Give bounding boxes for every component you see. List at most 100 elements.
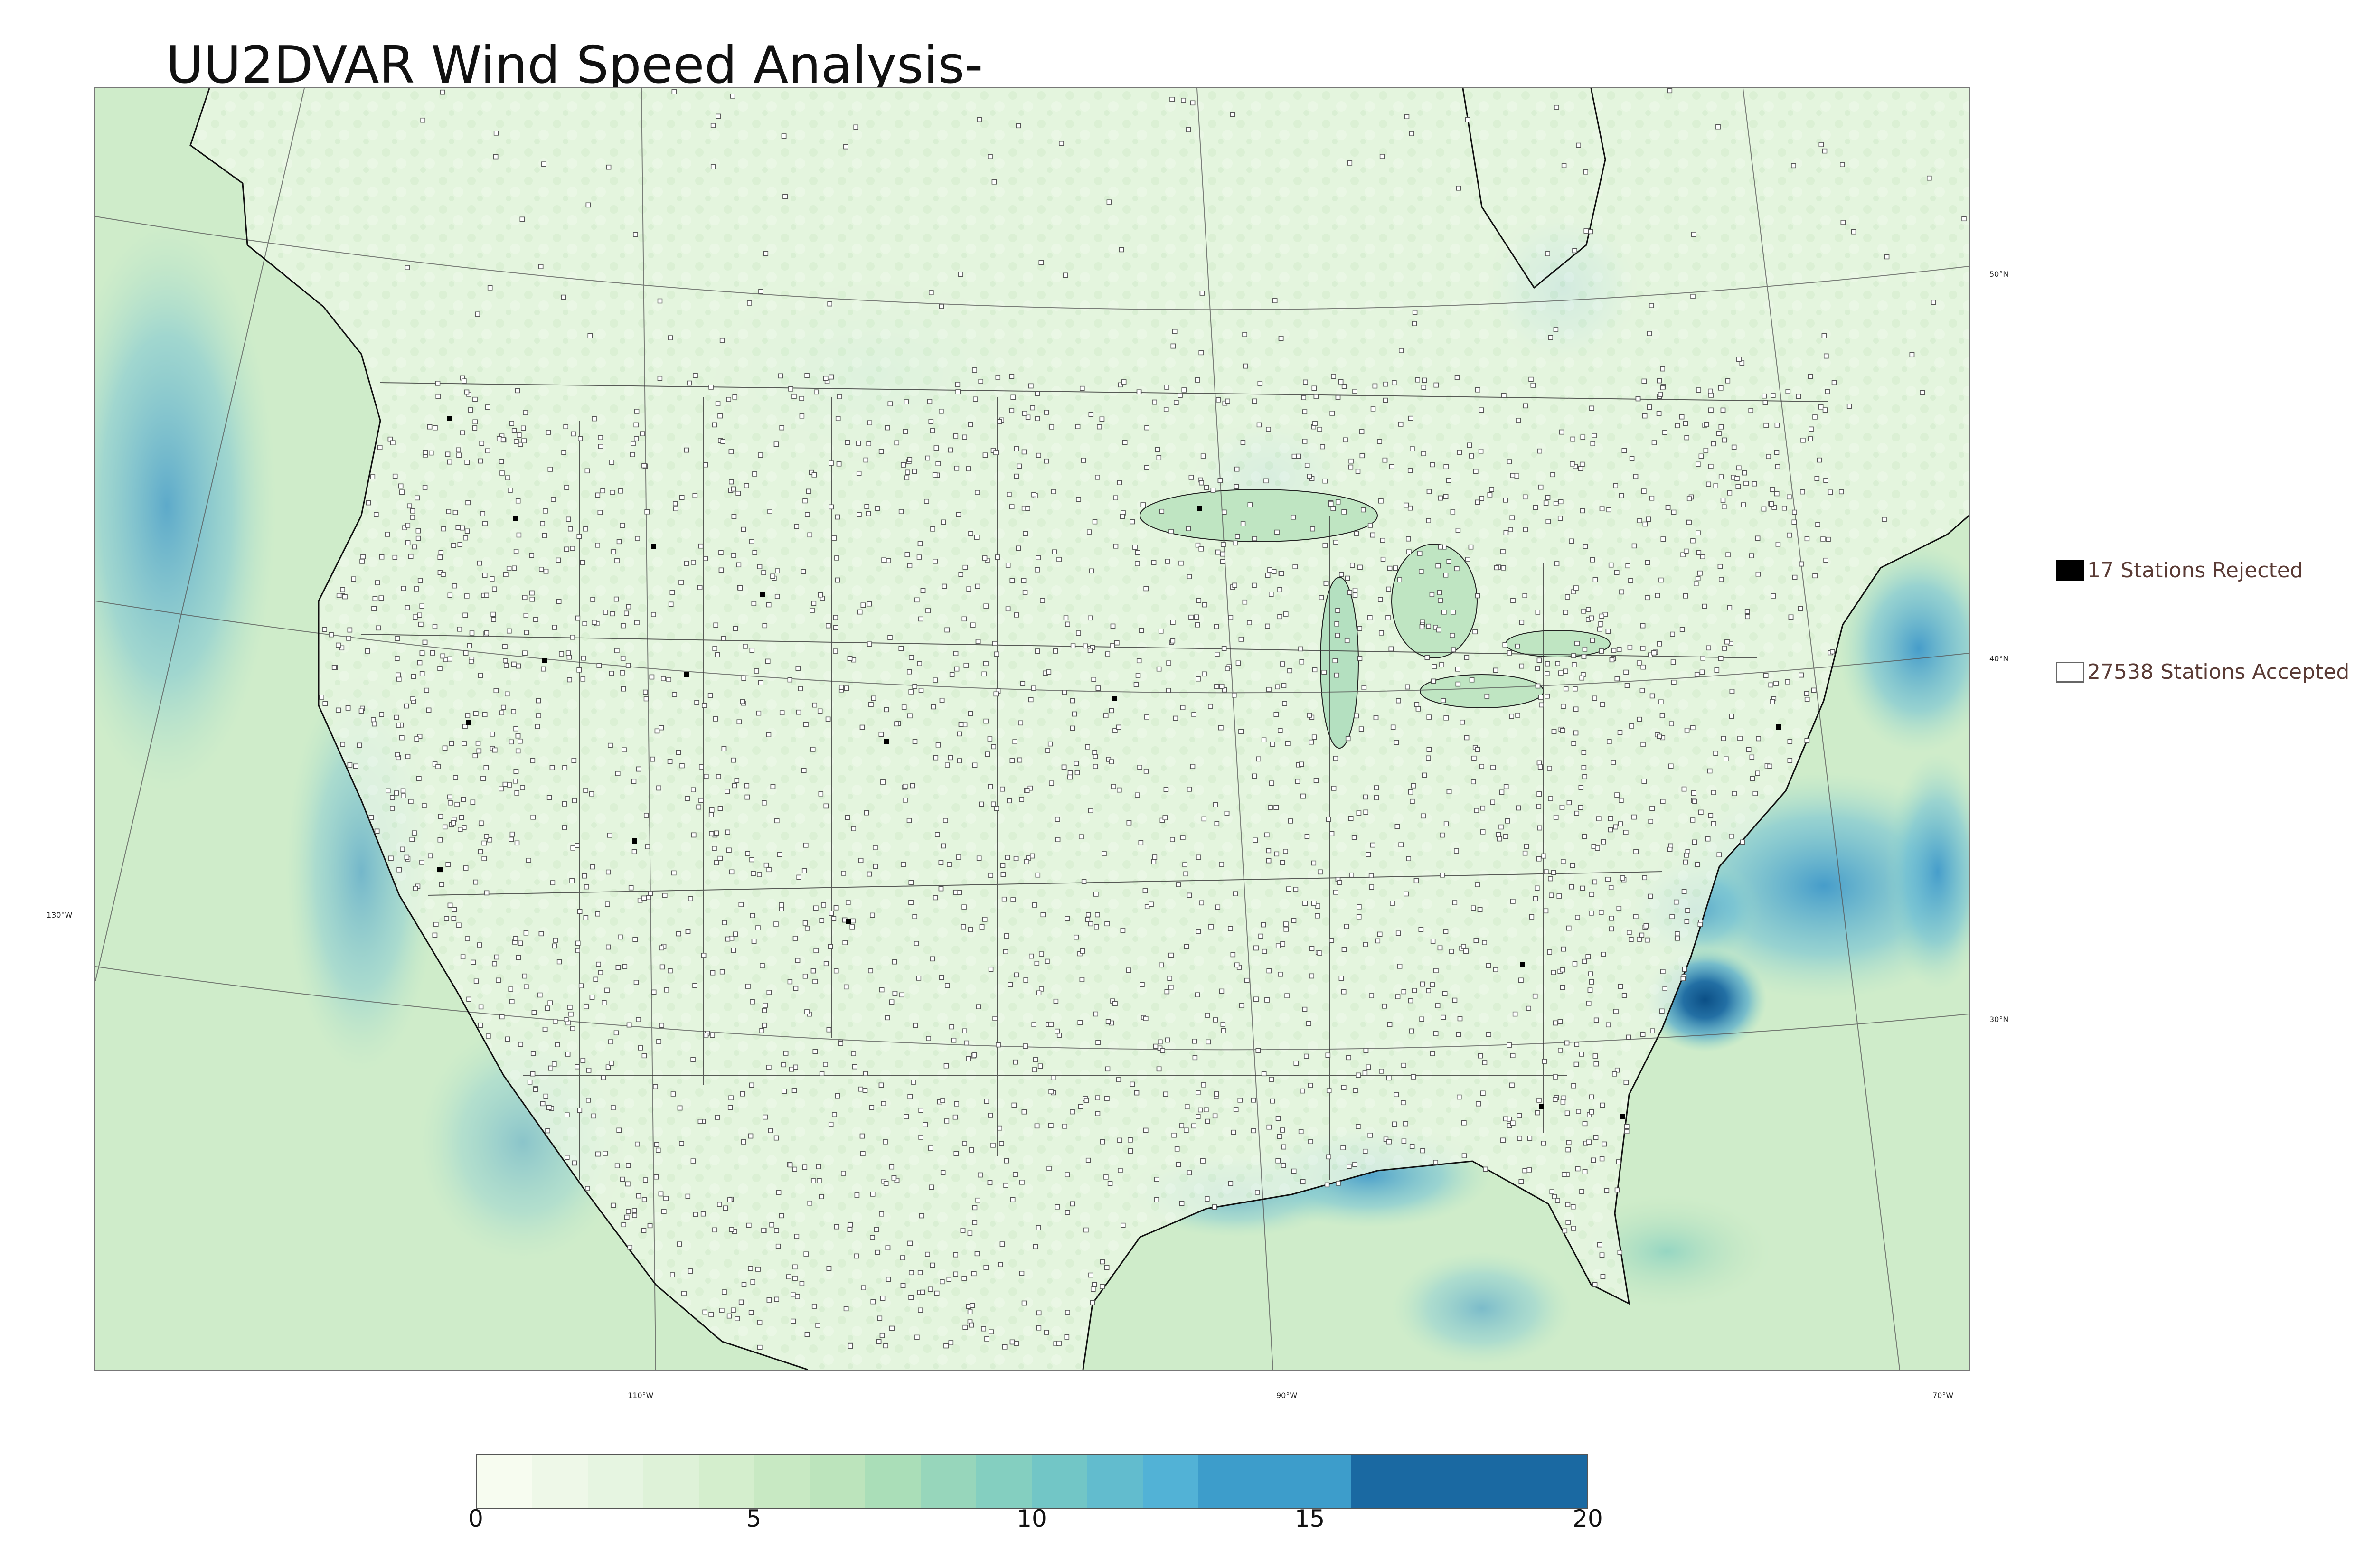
station-accepted-marker bbox=[1275, 943, 1281, 948]
station-accepted-marker bbox=[1532, 993, 1538, 999]
station-accepted-marker bbox=[710, 970, 716, 976]
station-accepted-marker bbox=[858, 1086, 863, 1092]
station-accepted-marker bbox=[1121, 1222, 1126, 1228]
station-accepted-marker bbox=[1698, 809, 1704, 815]
station-accepted-marker bbox=[1265, 573, 1271, 578]
station-accepted-marker bbox=[459, 815, 464, 820]
station-accepted-marker bbox=[1205, 1013, 1210, 1018]
station-accepted-marker bbox=[1201, 816, 1207, 822]
station-accepted-marker bbox=[1003, 1183, 1008, 1188]
station-accepted-marker bbox=[773, 441, 779, 447]
station-accepted-marker bbox=[1734, 476, 1740, 481]
station-accepted-marker bbox=[1215, 549, 1221, 555]
station-accepted-marker bbox=[1581, 750, 1587, 755]
station-accepted-marker bbox=[1536, 856, 1542, 862]
station-accepted-marker bbox=[1051, 1075, 1056, 1080]
station-accepted-marker bbox=[1739, 360, 1745, 366]
station-accepted-marker bbox=[844, 685, 849, 691]
station-accepted-marker bbox=[774, 818, 780, 824]
station-accepted-marker bbox=[1173, 715, 1178, 721]
station-accepted-marker bbox=[1165, 1037, 1170, 1043]
station-accepted-marker bbox=[804, 373, 810, 378]
station-accepted-marker bbox=[1558, 1048, 1563, 1053]
station-accepted-marker bbox=[1602, 1141, 1607, 1147]
station-accepted-marker bbox=[773, 921, 779, 927]
station-accepted-marker bbox=[727, 1105, 733, 1110]
station-accepted-marker bbox=[1261, 922, 1266, 928]
station-accepted-marker bbox=[1283, 611, 1289, 617]
station-accepted-marker bbox=[1103, 713, 1109, 718]
station-accepted-marker bbox=[1750, 776, 1755, 781]
station-accepted-marker bbox=[452, 907, 457, 912]
station-accepted-marker bbox=[792, 1276, 798, 1281]
station-accepted-marker bbox=[1557, 1019, 1563, 1024]
station-accepted-marker bbox=[1490, 799, 1495, 805]
station-accepted-marker bbox=[1800, 438, 1806, 443]
station-accepted-marker bbox=[1419, 1016, 1424, 1022]
station-accepted-marker bbox=[988, 967, 994, 972]
station-accepted-marker bbox=[908, 900, 914, 905]
station-accepted-marker bbox=[1085, 917, 1091, 922]
station-accepted-marker bbox=[1637, 937, 1642, 942]
station-accepted-marker bbox=[606, 164, 612, 170]
station-accepted-marker bbox=[1222, 509, 1227, 515]
station-accepted-marker bbox=[1576, 142, 1581, 148]
station-accepted-marker bbox=[1684, 548, 1689, 554]
station-accepted-marker bbox=[889, 1164, 895, 1170]
station-accepted-marker bbox=[477, 560, 482, 566]
station-accepted-marker bbox=[1722, 504, 1727, 509]
station-accepted-marker bbox=[1413, 878, 1419, 883]
station-accepted-marker bbox=[940, 1170, 946, 1175]
station-accepted-marker bbox=[1134, 1090, 1140, 1096]
station-accepted-marker bbox=[613, 1030, 619, 1035]
station-accepted-marker bbox=[1144, 465, 1149, 470]
station-accepted-marker bbox=[1503, 498, 1508, 503]
station-accepted-marker bbox=[1443, 929, 1449, 934]
station-accepted-marker bbox=[513, 549, 519, 554]
station-accepted-marker bbox=[583, 526, 588, 532]
station-accepted-marker bbox=[609, 671, 614, 676]
station-accepted-marker bbox=[1378, 597, 1383, 602]
station-accepted-marker bbox=[1095, 1095, 1100, 1100]
station-accepted-marker bbox=[1422, 377, 1427, 383]
station-accepted-marker bbox=[1721, 736, 1726, 741]
station-accepted-marker bbox=[1557, 516, 1563, 521]
station-accepted-marker bbox=[967, 1309, 973, 1314]
station-accepted-marker bbox=[692, 983, 697, 988]
station-accepted-marker bbox=[953, 1271, 958, 1277]
station-accepted-marker bbox=[736, 719, 742, 724]
station-accepted-marker bbox=[813, 948, 819, 953]
station-accepted-marker bbox=[1486, 1032, 1491, 1037]
station-accepted-marker bbox=[565, 1112, 570, 1117]
station-accepted-marker bbox=[1387, 565, 1393, 571]
station-accepted-marker bbox=[768, 1128, 773, 1133]
station-accepted-marker bbox=[1545, 661, 1550, 667]
station-accepted-marker bbox=[992, 641, 998, 646]
station-accepted-marker bbox=[1283, 927, 1289, 932]
station-accepted-marker bbox=[1675, 931, 1680, 937]
station-accepted-marker bbox=[741, 526, 746, 532]
station-accepted-marker bbox=[1529, 914, 1535, 920]
station-accepted-marker bbox=[657, 376, 663, 381]
station-accepted-marker bbox=[478, 458, 483, 464]
station-accepted-marker bbox=[475, 741, 481, 746]
station-accepted-marker bbox=[1252, 582, 1257, 588]
station-accepted-marker bbox=[511, 428, 517, 433]
station-accepted-marker bbox=[1599, 1252, 1605, 1258]
station-accepted-marker bbox=[522, 650, 528, 656]
station-accepted-marker bbox=[1164, 385, 1169, 390]
station-accepted-marker bbox=[509, 836, 514, 842]
station-accepted-marker bbox=[414, 736, 419, 742]
station-accepted-marker bbox=[875, 506, 880, 511]
station-accepted-marker bbox=[1482, 940, 1487, 945]
station-accepted-marker bbox=[649, 674, 655, 680]
station-accepted-marker bbox=[728, 449, 734, 454]
station-accepted-marker bbox=[336, 707, 341, 713]
station-accepted-marker bbox=[1333, 540, 1338, 545]
station-accepted-marker bbox=[985, 751, 990, 757]
station-accepted-marker bbox=[727, 1197, 733, 1202]
station-accepted-marker bbox=[576, 667, 582, 673]
station-accepted-marker bbox=[712, 846, 717, 851]
station-accepted-marker bbox=[1047, 741, 1053, 747]
station-accepted-marker bbox=[907, 1094, 913, 1099]
